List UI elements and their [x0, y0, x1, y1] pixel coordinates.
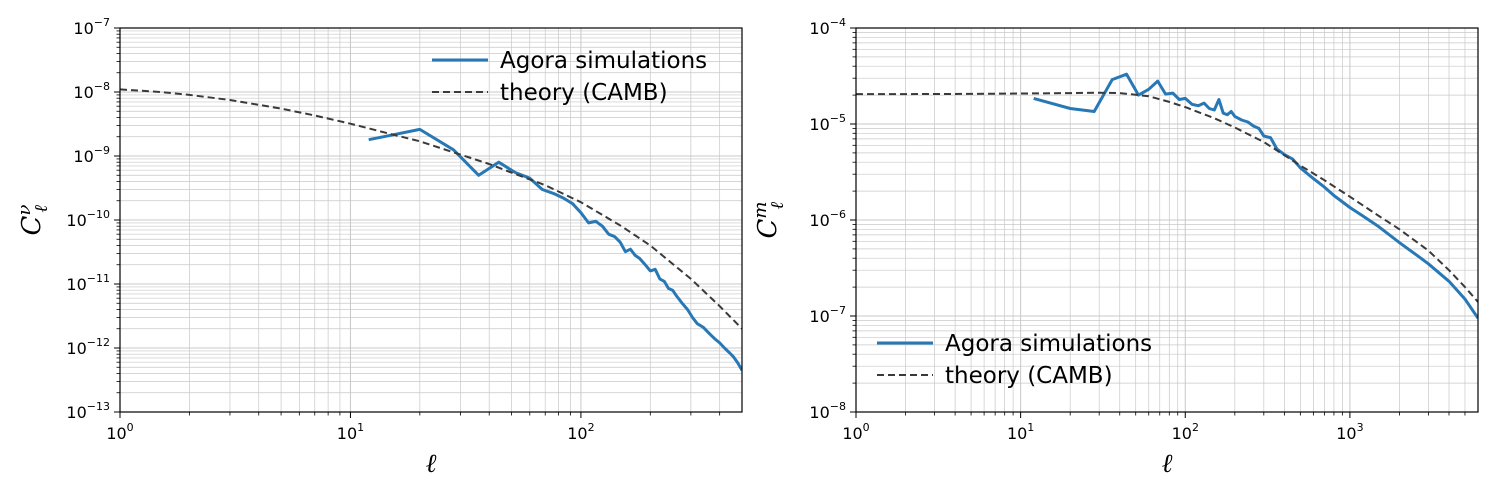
- chart-0-simulation-line: [368, 127, 742, 371]
- chart-0-legend-label: Agora simulations: [500, 48, 707, 74]
- chart-1-legend: Agora simulations theory (CAMB): [877, 331, 1152, 389]
- chart-1-y-tick-label: 10−5: [809, 112, 846, 134]
- chart-1-y-tick-label: 10−8: [809, 400, 846, 422]
- chart-0-x-tick-label: 101: [337, 421, 364, 443]
- chart-1-x-axis-label: ℓ: [1162, 449, 1173, 479]
- chart-1-gridlines: [855, 27, 1479, 413]
- chart-left-neutrino-power-spectrum: 100 101 102 10−13 10−12 10−11 10−10 10−9 10−8 10−…: [14, 16, 743, 479]
- chart-1-series-group: [856, 72, 1478, 319]
- chart-0-legend-label: theory (CAMB): [500, 80, 668, 106]
- chart-1-simulation-line: [1033, 72, 1478, 319]
- chart-0-y-tick-label: 10−11: [66, 272, 110, 294]
- chart-right-matter-power-spectrum: 100 101 102 103 10−8 10−7 10−6 10−5 10−4 ℓ Cmℓ Agor…: [750, 16, 1479, 479]
- chart-0-y-tick-label: 10−7: [73, 16, 110, 38]
- chart-1-legend-label: Agora simulations: [945, 331, 1152, 357]
- chart-0-y-tick-label: 10−9: [73, 144, 110, 166]
- chart-1-y-axis-label: Cmℓ: [750, 202, 788, 239]
- chart-1-x-tick-label: 100: [842, 421, 869, 443]
- chart-0-y-tick-label: 10−10: [66, 208, 110, 230]
- chart-1-y-tick-label: 10−7: [809, 304, 846, 326]
- chart-1-y-tick-label: 10−6: [809, 208, 846, 230]
- chart-0-y-tick-label: 10−12: [66, 336, 110, 358]
- chart-0-y-tick-label: 10−8: [73, 80, 110, 102]
- chart-1-axes-frame: [855, 27, 1479, 413]
- chart-1-x-tick-label: 101: [1007, 421, 1034, 443]
- chart-0-series-group: [120, 88, 742, 371]
- chart-1-theory-line: [856, 91, 1478, 303]
- chart-0-x-tick-label: 100: [106, 421, 133, 443]
- chart-0-y-tick-label: 10−13: [66, 400, 110, 422]
- chart-0-theory-line: [120, 88, 742, 330]
- chart-1-legend-label: theory (CAMB): [945, 363, 1113, 389]
- chart-1-x-tick-label: 102: [1172, 421, 1199, 443]
- chart-0-legend: Agora simulations theory (CAMB): [432, 48, 707, 106]
- chart-1-x-tick-label: 103: [1336, 421, 1363, 443]
- chart-1-y-tick-label: 10−4: [809, 16, 846, 38]
- chart-0-axes-frame: [119, 27, 743, 413]
- chart-0-x-axis-label: ℓ: [426, 449, 437, 479]
- chart-0-y-axis-label: Cνℓ: [14, 205, 52, 236]
- chart-0-x-tick-label: 102: [567, 421, 594, 443]
